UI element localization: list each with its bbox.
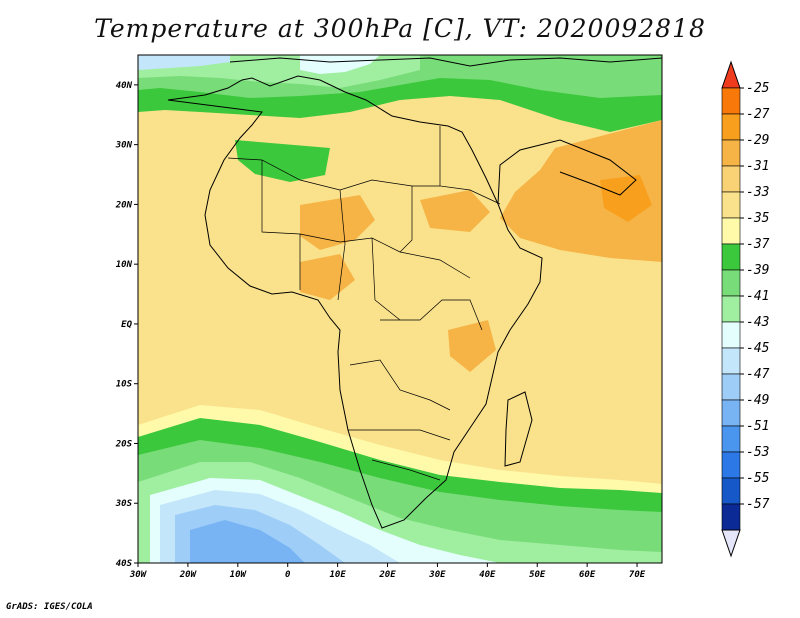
- lon-tick-label: 20W: [179, 570, 198, 580]
- colorbar-label: -37: [746, 237, 770, 252]
- lon-tick-label: 70E: [629, 570, 646, 580]
- lat-tick-label: 10S: [116, 380, 133, 390]
- colorbar-segment: [721, 217, 741, 245]
- colorbar-label: -47: [746, 367, 770, 382]
- colorbar-label: -41: [746, 289, 769, 304]
- colorbar-segment: [721, 347, 741, 375]
- lon-tick-label: 20E: [378, 570, 396, 580]
- colorbar-segment: [721, 373, 741, 401]
- lat-tick-label: EQ: [121, 320, 132, 330]
- colorbar-segment: [721, 165, 741, 193]
- lon-tick-label: 10E: [329, 570, 346, 580]
- lon-tick-label: 60E: [579, 570, 596, 580]
- lon-tick-label: 50E: [529, 570, 546, 580]
- colorbar-label: -43: [746, 315, 769, 330]
- colorbar-segment: [721, 321, 741, 349]
- colorbar-label: -33: [746, 185, 769, 200]
- colorbar-segment: [721, 451, 741, 479]
- colorbar-segment: [721, 243, 741, 271]
- colorbar-label: -57: [746, 497, 770, 512]
- lon-tick-label: 40E: [479, 570, 496, 580]
- colorbar-segment: [721, 425, 741, 453]
- colorbar-segment: [721, 295, 741, 323]
- colorbar-segment: [721, 87, 741, 115]
- lon-tick-label: 10W: [230, 570, 248, 580]
- chart-title: Temperature at 300hPa [C], VT: 202009281…: [94, 14, 706, 43]
- lat-tick-label: 10N: [116, 260, 133, 270]
- colorbar-segment: [721, 269, 741, 297]
- lat-tick-label: 20N: [115, 200, 133, 210]
- lat-tick-label: 30N: [115, 141, 133, 151]
- colorbar-bottom-arrow: [721, 529, 741, 558]
- map-frame: [137, 54, 663, 564]
- lat-tick-label: 40N: [116, 81, 133, 91]
- lat-tick-label: 30S: [115, 499, 133, 509]
- country-borders: [227, 126, 501, 481]
- lon-tick-label: 30E: [428, 570, 446, 580]
- lon-tick-label: 30W: [129, 570, 148, 580]
- colorbar-label: -25: [746, 81, 770, 96]
- colorbar-label: -51: [746, 419, 769, 434]
- lat-tick-label: 20S: [115, 439, 133, 449]
- colorbar-segment: [721, 399, 741, 427]
- colorbar-label: -45: [746, 341, 770, 356]
- colorbar-segment: [721, 113, 741, 141]
- colorbar-top-arrow: [721, 60, 741, 89]
- colorbar-label: -27: [746, 107, 770, 122]
- colorbar-label: -35: [746, 211, 770, 226]
- colorbar-segment: [721, 503, 741, 531]
- coastlines: [167, 57, 662, 529]
- colorbar-label: -29: [746, 133, 769, 148]
- lon-tick-label: 0: [285, 570, 291, 580]
- colorbar-label: -53: [746, 445, 769, 460]
- colorbar-label: -49: [746, 393, 769, 408]
- colorbar-label: -31: [746, 159, 769, 174]
- lat-tick-label: 40S: [116, 559, 133, 569]
- colorbar-segment: [721, 139, 741, 167]
- colorbar-label: -39: [746, 263, 769, 278]
- colorbar-segment: [721, 477, 741, 505]
- temperature-field: [138, 55, 662, 563]
- colorbar-segment: [721, 191, 741, 219]
- grads-credit: GrADS: IGES/COLA: [6, 602, 93, 612]
- colorbar-label: -55: [746, 471, 770, 486]
